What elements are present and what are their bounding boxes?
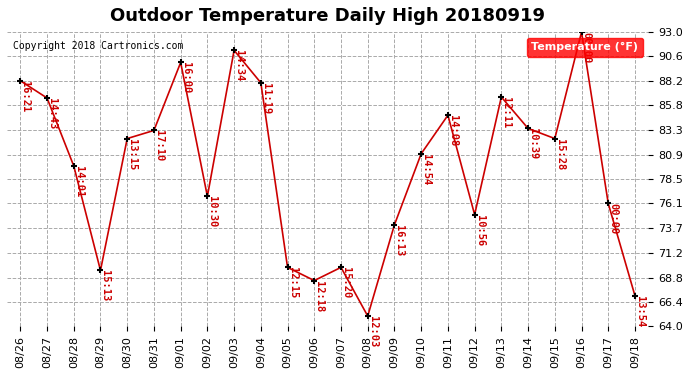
Text: 14:43: 14:43 [47,98,57,129]
Text: 11:19: 11:19 [261,83,271,114]
Text: Copyright 2018 Cartronics.com: Copyright 2018 Cartronics.com [13,41,184,51]
Text: 15:13: 15:13 [101,270,110,302]
Text: 12:11: 12:11 [502,97,511,128]
Text: 10:39: 10:39 [528,128,538,160]
Text: 12:18: 12:18 [314,280,324,312]
Text: 13:15: 13:15 [127,138,137,170]
Text: 14:34: 14:34 [234,50,244,82]
Text: 10:30: 10:30 [208,196,217,228]
Text: 00:00: 00:00 [582,32,591,63]
Text: 12:03: 12:03 [368,316,377,347]
Text: 10:56: 10:56 [475,214,484,246]
Text: 16:00: 16:00 [181,63,190,94]
Legend: Temperature (°F): Temperature (°F) [527,38,643,57]
Text: 15:20: 15:20 [341,267,351,298]
Text: 17:10: 17:10 [154,130,164,162]
Text: 00:00: 00:00 [609,204,618,235]
Text: 14:01: 14:01 [74,166,83,197]
Text: 14:08: 14:08 [448,115,458,147]
Title: Outdoor Temperature Daily High 20180919: Outdoor Temperature Daily High 20180919 [110,7,545,25]
Text: 16:13: 16:13 [395,225,404,256]
Text: 13:54: 13:54 [635,296,645,327]
Text: 15:28: 15:28 [555,138,565,170]
Text: 16:21: 16:21 [20,81,30,112]
Text: 14:54: 14:54 [421,154,431,185]
Text: 12:15: 12:15 [288,267,297,298]
